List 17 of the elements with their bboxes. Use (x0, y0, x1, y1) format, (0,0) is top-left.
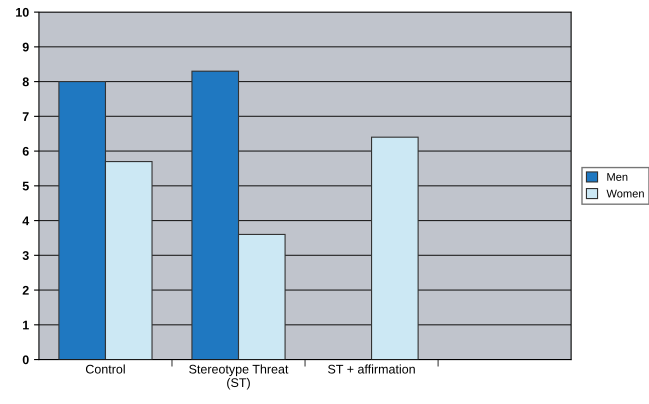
y-tick-label: 8 (22, 77, 29, 86)
y-tick-label: 4 (22, 216, 30, 226)
bar (371, 136, 419, 360)
x-tick-label: Control (86, 364, 125, 374)
x-tick-label: ST + affirmation (328, 364, 415, 374)
y-tick-label: 5 (22, 182, 29, 190)
y-tick-label: 1 (23, 320, 29, 330)
x-tick-label: Stereotype Threat (ST) (189, 364, 288, 390)
y-tick-label: 9 (22, 42, 29, 52)
y-tick-label: 3 (22, 251, 29, 260)
y-tick-label: 0 (22, 355, 29, 364)
legend-label: Men (607, 173, 628, 181)
y-tick-label: 10 (16, 8, 29, 17)
legend-label: Women (606, 190, 644, 198)
y-tick-label: 7 (22, 112, 29, 121)
y-tick-label: 2 (22, 286, 29, 295)
y-tick-label: 6 (22, 146, 29, 156)
